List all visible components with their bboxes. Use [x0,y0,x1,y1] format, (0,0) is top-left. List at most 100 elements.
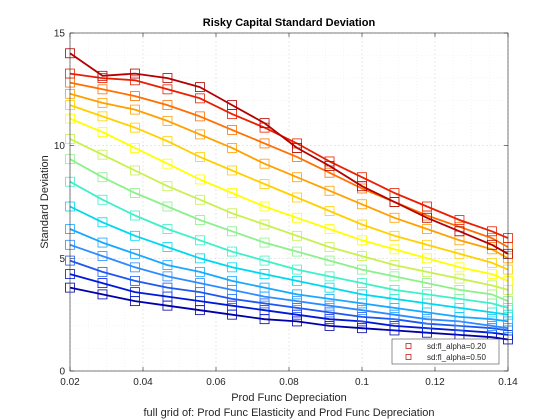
data-point-marker [130,230,140,241]
data-point-marker [357,323,367,334]
data-point-marker [324,282,335,293]
data-point-marker [389,309,400,320]
data-point-marker [422,253,432,264]
legend: sd:fl_alpha=0.20 sd:fl_alpha=0.50 [391,338,500,365]
data-point-marker [162,84,173,95]
data-point-marker [292,289,302,300]
series-line [69,243,509,330]
data-point-marker [97,97,108,108]
data-point-marker [324,293,335,304]
data-point-marker [487,257,497,268]
data-point-marker [97,217,108,228]
series-line [69,205,509,316]
data-point-marker [422,314,432,325]
data-point-marker [357,264,367,275]
data-point-marker [97,194,108,205]
data-point-marker [130,262,140,273]
data-point-marker [454,248,465,259]
data-point-marker [195,253,205,264]
data-point-marker [162,100,173,111]
data-point-marker [324,167,335,178]
data-point-marker [227,124,237,135]
data-point-marker [259,298,270,309]
data-point-marker [357,219,367,230]
x-tick-label: 0.02 [60,377,80,388]
data-point-marker [454,284,465,295]
data-point-marker [162,242,173,252]
data-point-marker [130,275,140,286]
data-point-marker [97,237,108,248]
data-point-marker [292,296,302,307]
data-point-marker [130,143,140,153]
series-9 [65,134,513,295]
data-point-marker [324,185,335,196]
data-point-marker [227,275,237,286]
data-point-marker [292,316,302,327]
data-point-marker [162,260,173,270]
data-point-marker [195,278,205,289]
legend-marker [405,343,412,349]
data-point-marker [162,224,173,234]
data-point-marker [324,271,335,282]
data-point-marker [324,321,335,331]
series-line [69,81,509,248]
data-point-marker [357,181,367,192]
data-point-marker [162,181,173,192]
series-line [69,180,509,309]
data-point-marker [227,262,237,273]
figure-caption: full grid of: Prod Func Elasticity and P… [143,407,434,419]
data-point-marker [195,215,205,225]
data-point-marker [130,104,140,115]
data-point-marker [292,264,302,275]
data-point-marker [130,91,140,101]
data-point-marker [259,282,270,293]
series-7 [65,176,513,313]
series-line [69,117,509,282]
x-tick-label: 0.06 [206,377,226,388]
data-point-marker [97,289,108,300]
data-point-marker [97,266,108,277]
data-point-marker [324,255,335,266]
data-point-marker [454,273,465,284]
legend-label: sd:fl_alpha=0.50 [427,353,486,362]
data-point-marker [162,158,173,169]
data-point-marker [389,197,400,207]
y-tick-label: 0 [59,367,65,378]
data-point-marker [259,158,270,169]
data-point-marker [357,235,367,246]
data-point-marker [422,212,432,223]
data-point-marker [292,309,302,320]
data-point-marker [454,226,465,237]
data-point-marker [130,210,140,221]
data-point-marker [195,174,205,185]
grid [69,32,509,372]
data-point-marker [422,278,432,289]
data-point-marker [357,251,367,261]
legend-label: sd:fl_alpha=0.20 [427,342,486,351]
data-point-marker [259,219,270,230]
data-point-marker [324,161,335,171]
data-point-marker [324,224,335,234]
data-point-marker [357,312,367,322]
ticks: 0.02 0.04 0.06 0.08 0.1 0.12 0.14 0 5 10 15 [54,29,518,389]
data-point-marker [259,201,270,212]
data-point-marker [130,287,140,298]
data-point-marker [162,73,173,83]
data-point-marker [487,280,497,291]
data-point-marker [389,260,400,270]
data-point-marker [422,201,432,212]
data-point-marker [97,278,108,289]
data-point-marker [195,266,205,277]
data-point-marker [227,100,237,111]
series-layer [65,48,513,345]
data-point-marker [487,239,497,250]
data-point-marker [97,70,108,81]
x-tick-label: 0.08 [279,377,299,388]
data-point-marker [324,242,335,252]
data-point-marker [389,321,400,331]
data-point-marker [487,226,497,237]
data-point-marker [292,230,302,241]
series-line [69,138,509,291]
data-point-marker [97,111,108,122]
data-point-marker [162,201,173,212]
